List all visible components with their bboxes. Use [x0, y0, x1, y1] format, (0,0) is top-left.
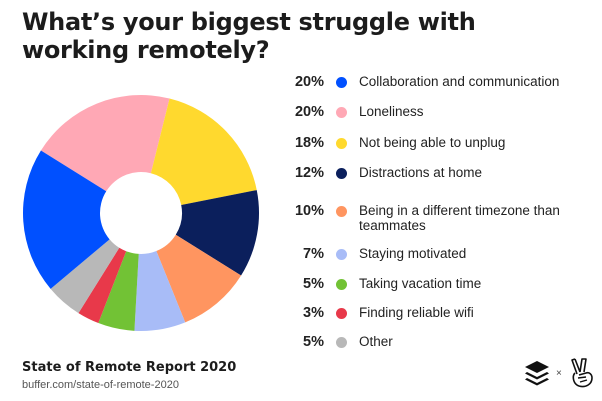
legend-dot-icon: [336, 206, 347, 217]
buffer-logo-icon: [525, 361, 549, 386]
legend-percent: 20%: [294, 104, 324, 120]
legend-percent: 3%: [303, 305, 324, 321]
legend-percent: 20%: [294, 74, 324, 90]
donut-segment: [175, 190, 259, 276]
legend-label: Finding reliable wifi: [359, 305, 474, 320]
legend-label: Other: [359, 334, 393, 349]
legend-label: Collaboration and communication: [359, 74, 560, 89]
legend-dot-icon: [336, 77, 347, 88]
legend-percent: 5%: [303, 276, 324, 292]
legend-percent: 10%: [294, 203, 324, 219]
chart-title: What’s your biggest struggle with workin…: [22, 8, 476, 64]
legend-item: 5% Taking vacation time: [272, 276, 579, 293]
donut-segment: [22, 150, 110, 289]
legend-item: 20% Collaboration and communication: [272, 74, 579, 91]
legend-dot-icon: [336, 308, 347, 319]
donut-segment: [98, 251, 139, 331]
legend-item: 5% Other: [272, 334, 579, 351]
donut-segment: [40, 95, 170, 192]
legend-item: 18% Not being able to unplug: [272, 135, 579, 152]
legend-percent: 12%: [294, 165, 324, 181]
partner-logos: ×: [520, 355, 600, 395]
donut-segment: [150, 98, 257, 206]
legend-dot-icon: [336, 337, 347, 348]
legend-item: 10% Being in a different timezone than t…: [272, 203, 579, 233]
legend-label: Loneliness: [359, 104, 424, 119]
legend-dot-icon: [336, 138, 347, 149]
donut-chart: [22, 95, 259, 331]
legend-item: 7% Staying motivated: [272, 246, 579, 263]
peace-hand-logo-icon: [571, 358, 593, 388]
legend-percent: 18%: [294, 135, 324, 151]
legend-label: Taking vacation time: [359, 276, 482, 291]
donut-segment: [156, 234, 242, 323]
legend-dot-icon: [336, 279, 347, 290]
legend-item: 3% Finding reliable wifi: [272, 305, 579, 322]
report-title: State of Remote Report 2020: [22, 360, 237, 375]
legend-dot-icon: [336, 168, 347, 179]
logo-separator: ×: [556, 368, 562, 379]
legend-dot-icon: [336, 249, 347, 260]
legend-label: Staying motivated: [359, 246, 467, 261]
legend-label: Not being able to unplug: [359, 135, 506, 150]
legend-percent: 7%: [303, 246, 324, 262]
legend-percent: 5%: [303, 334, 324, 350]
donut-segment: [78, 247, 127, 324]
report-url: buffer.com/state-of-remote-2020: [22, 379, 179, 391]
legend-label: Distractions at home: [359, 165, 483, 180]
legend-item: 20% Loneliness: [272, 104, 579, 121]
legend-label: Being in a different timezone than teamm…: [359, 203, 560, 233]
donut-segment: [134, 251, 186, 331]
legend-item: 12% Distractions at home: [272, 165, 579, 182]
legend-dot-icon: [336, 107, 347, 118]
donut-segment: [50, 239, 120, 314]
